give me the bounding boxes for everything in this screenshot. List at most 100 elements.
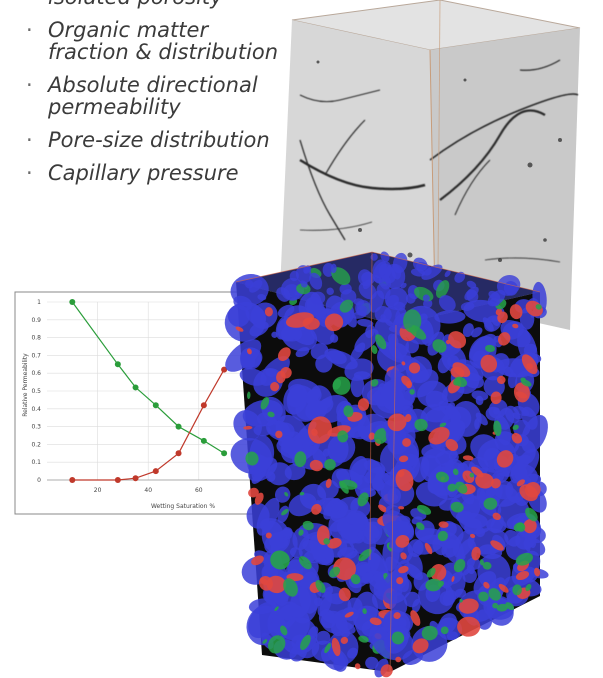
pore-blob (445, 439, 459, 451)
pore-blob (485, 344, 496, 353)
pore-blob (515, 391, 528, 399)
pore-blob (496, 450, 514, 468)
pore-blob (447, 483, 457, 492)
pore-blob (302, 520, 314, 531)
pore-blob (402, 438, 412, 447)
bullet-glyph: · (26, 18, 33, 42)
pore-blob (519, 484, 538, 502)
dark-grains (316, 60, 562, 287)
bullet-text: Absolute directional permeability (48, 73, 258, 119)
pore-blob (496, 603, 508, 612)
pore-blob (395, 469, 414, 492)
chart-y-tick-label: 0.5 (31, 388, 41, 395)
pore-blob (515, 552, 533, 566)
pore-blob (357, 530, 364, 538)
bullet-text: Capillary pressure (48, 161, 239, 185)
pore-blob (246, 348, 252, 355)
pore-blob (261, 520, 284, 552)
pore-blob (264, 307, 273, 317)
pore-blob (274, 486, 291, 503)
pore-blob (405, 339, 419, 354)
pore-blob (350, 458, 384, 492)
pore-blob (425, 578, 442, 592)
pore-blob (330, 263, 337, 274)
pore-blob (354, 663, 361, 670)
pore-blob (315, 354, 333, 373)
pore-blob (249, 279, 263, 293)
pore-blob (300, 634, 311, 651)
pore-blob (353, 371, 372, 380)
bullet-glyph: · (26, 0, 33, 8)
pore-blob (344, 611, 354, 618)
pore-blob (454, 271, 466, 283)
chart-y-tick-label: 0 (37, 477, 41, 484)
pore-blob (328, 646, 349, 667)
chart-y-tick-label: 0.1 (31, 459, 41, 466)
pore-blob (474, 418, 480, 430)
pore-blob (305, 400, 328, 421)
pore-blob (331, 637, 341, 657)
pore-blob (401, 375, 412, 387)
pore-blob (285, 312, 315, 328)
pore-blob (251, 555, 264, 566)
pore-blob (470, 327, 483, 338)
pore-blob (512, 584, 522, 596)
pore-blob (497, 332, 511, 346)
pore-blob (444, 270, 451, 278)
pore-blob (515, 571, 530, 581)
chart-y-tick-label: 0.2 (31, 441, 41, 448)
pore-blob (365, 656, 379, 670)
pore-blob (441, 531, 465, 565)
pore-blob (324, 313, 344, 332)
pore-blob (516, 479, 526, 487)
pore-blob (256, 497, 280, 536)
bullet-pore-size: · Pore-size distribution (22, 129, 292, 151)
pore-blob (398, 565, 409, 574)
pore-blob (509, 304, 523, 320)
pore-blob (270, 382, 280, 392)
pore-blob (408, 362, 421, 374)
pore-blob (265, 532, 272, 539)
pore-blob (339, 540, 355, 558)
pore-blob (437, 617, 463, 641)
pore-blob (249, 321, 269, 337)
chart-y-tick-label: 0.6 (31, 370, 41, 377)
chart-data-point (69, 477, 76, 483)
pore-blob (333, 557, 356, 581)
pore-blob (371, 345, 378, 355)
pore-blob (426, 567, 436, 578)
fracture-network (299, 59, 579, 263)
pore-blob (403, 309, 422, 333)
segmented-cube (224, 251, 549, 678)
pore-blob (404, 413, 412, 423)
pore-blob (340, 289, 357, 304)
pore-blob (287, 388, 307, 408)
pore-blob (462, 455, 474, 461)
pore-blob (247, 391, 251, 400)
pore-blob (350, 574, 361, 585)
pore-blob (480, 354, 498, 373)
pore-blob (523, 519, 537, 534)
chart-data-point (175, 450, 182, 457)
pore-blob (240, 347, 262, 370)
pore-blob (356, 305, 368, 316)
pore-blob (339, 299, 354, 313)
pore-blob (387, 413, 407, 432)
pore-blob (315, 630, 331, 645)
pore-blob (505, 602, 515, 611)
chart-y-tick-label: 0.4 (31, 406, 41, 413)
pore-blob (438, 521, 449, 528)
pore-blob (337, 430, 349, 443)
pore-blob (395, 523, 411, 537)
segmented-cube-edges (235, 251, 541, 673)
pore-blob (332, 378, 342, 390)
pore-blob (478, 591, 489, 602)
pore-blob (405, 293, 416, 304)
pore-blob (510, 463, 539, 487)
pore-blob (435, 471, 450, 483)
pore-blob (413, 572, 429, 591)
pore-blob (395, 656, 402, 663)
pore-blob (490, 540, 504, 551)
pore-blob (492, 602, 499, 609)
